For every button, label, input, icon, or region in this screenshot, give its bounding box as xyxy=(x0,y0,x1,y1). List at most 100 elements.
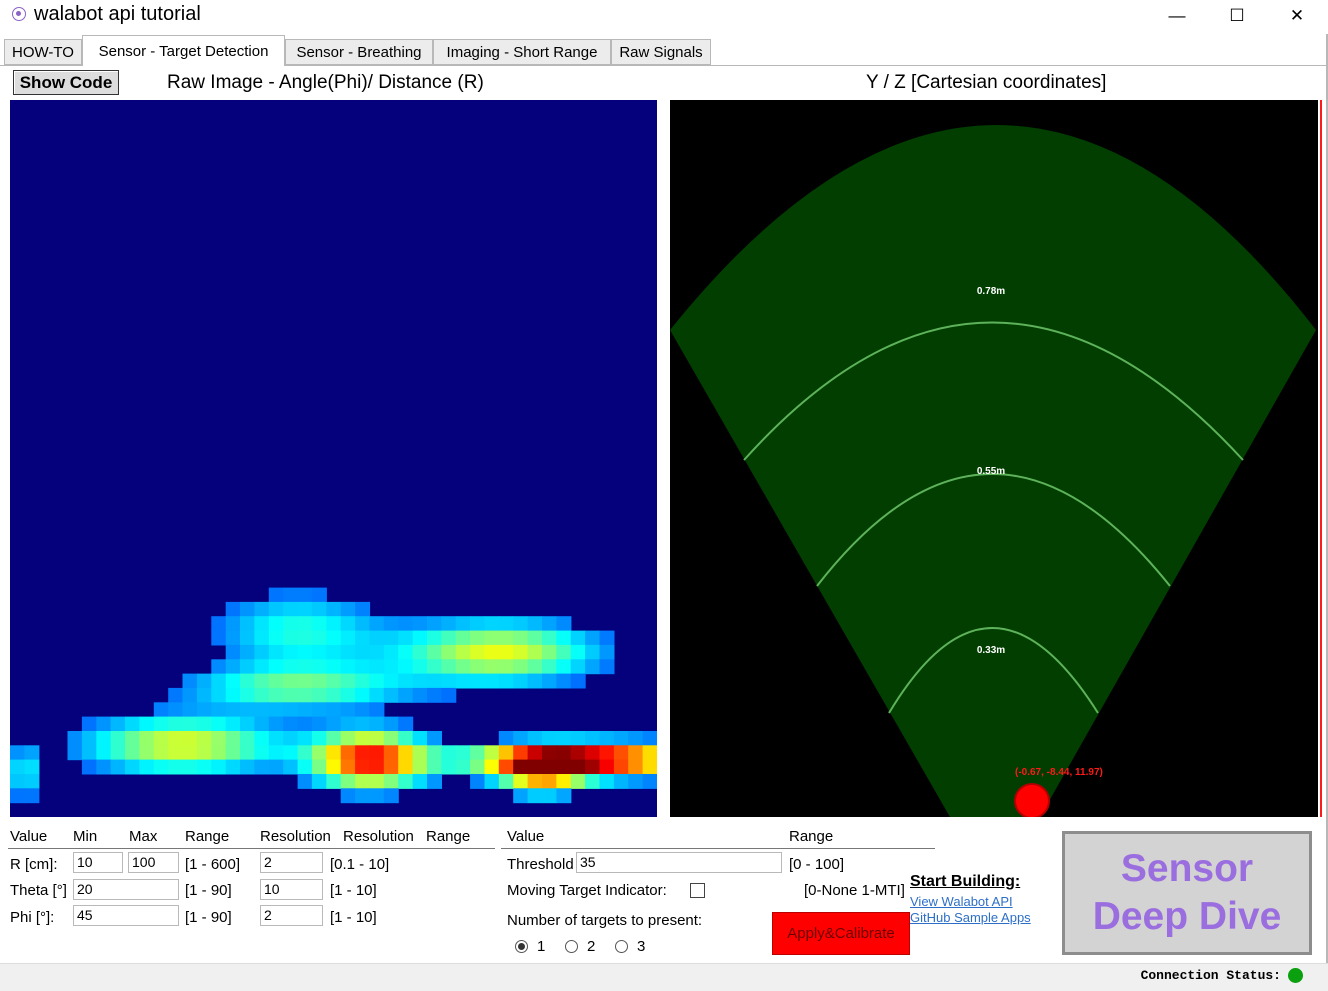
mti-checkbox[interactable] xyxy=(690,883,705,898)
tab-sensor-breathing[interactable]: Sensor - Breathing xyxy=(285,39,433,65)
heatmap-cell xyxy=(542,644,557,660)
heatmap-cell xyxy=(10,774,25,789)
heatmap-cell xyxy=(427,630,442,646)
heatmap-cell xyxy=(326,716,342,732)
arena-header-range: Range xyxy=(185,828,230,845)
heatmap-cell xyxy=(513,616,529,632)
heatmap-cell xyxy=(369,731,385,746)
heatmap-cell xyxy=(398,673,414,689)
heatmap-cell xyxy=(570,673,586,689)
window-title: walabot api tutorial xyxy=(34,3,201,25)
heatmap-cell xyxy=(369,687,385,703)
heatmap-cell xyxy=(556,745,572,761)
heatmap-cell xyxy=(96,745,112,761)
heatmap-cell xyxy=(297,616,313,632)
show-code-button[interactable]: Show Code xyxy=(13,70,119,95)
tab-sensor-target-detection[interactable]: Sensor - Target Detection xyxy=(82,35,285,66)
targets-radio-1[interactable] xyxy=(515,940,528,953)
maximize-button[interactable]: ☐ xyxy=(1229,6,1245,25)
close-button[interactable]: ✕ xyxy=(1289,6,1305,25)
heatmap-cell xyxy=(369,716,385,732)
settings-divider xyxy=(501,848,935,849)
deep-dive-line2: Deep Dive xyxy=(1092,895,1282,938)
heatmap-cell xyxy=(240,616,255,632)
theta-input[interactable]: 20 xyxy=(73,879,179,900)
phi-input[interactable]: 45 xyxy=(73,905,179,926)
github-sample-apps-link[interactable]: GitHub Sample Apps xyxy=(910,910,1031,925)
heatmap-cell xyxy=(326,774,342,789)
theta-resolution-input[interactable]: 10 xyxy=(260,879,323,900)
heatmap-cell xyxy=(542,731,557,746)
heatmap-cell xyxy=(628,745,644,761)
heatmap-cell xyxy=(470,759,486,775)
heatmap-cell xyxy=(326,702,342,718)
threshold-input[interactable]: 35 xyxy=(576,852,782,873)
heatmap-cell xyxy=(613,774,629,789)
threshold-range: [0 - 100] xyxy=(789,856,845,873)
heatmap-cell xyxy=(340,644,356,660)
heatmap-cell xyxy=(556,759,572,775)
minimize-button[interactable]: — xyxy=(1168,6,1186,25)
heatmap-cell xyxy=(311,687,327,703)
heatmap-cell xyxy=(599,644,615,660)
heatmap-cell xyxy=(599,659,615,675)
tab-how-to[interactable]: HOW-TO xyxy=(4,39,82,65)
heatmap-cell xyxy=(268,616,284,632)
targets-radio-2[interactable] xyxy=(565,940,578,953)
heatmap-cell xyxy=(427,745,442,761)
heatmap-cell xyxy=(455,759,471,775)
heatmap-cell xyxy=(254,716,270,732)
phi-resolution-input[interactable]: 2 xyxy=(260,905,323,926)
heatmap-cell xyxy=(81,731,97,746)
range-arc-inner xyxy=(888,627,1099,714)
heatmap-cell xyxy=(542,759,557,775)
heatmap-cell xyxy=(355,702,371,718)
heatmap-cell xyxy=(355,716,371,732)
heatmap-cell xyxy=(268,587,284,603)
tab-raw-signals[interactable]: Raw Signals xyxy=(611,39,711,65)
heatmap-cell xyxy=(642,731,657,746)
heatmap-cell xyxy=(542,788,557,804)
heatmap-cell xyxy=(153,731,169,746)
view-walabot-api-link[interactable]: View Walabot API xyxy=(910,894,1013,909)
heatmap-cell xyxy=(470,659,486,675)
heatmap-cell xyxy=(153,702,169,718)
r-resolution-input[interactable]: 2 xyxy=(260,852,323,873)
heatmap-cell xyxy=(240,687,255,703)
heatmap-cell xyxy=(311,716,327,732)
mti-label: Moving Target Indicator: xyxy=(507,882,667,899)
r-max-input[interactable]: 100 xyxy=(128,852,179,873)
tab-imaging-short-range[interactable]: Imaging - Short Range xyxy=(433,39,611,65)
heatmap-cell xyxy=(628,759,644,775)
apply-calibrate-button[interactable]: Apply&Calibrate xyxy=(772,912,910,955)
sensor-deep-dive-button[interactable]: Sensor Deep Dive xyxy=(1062,831,1312,955)
targets-radio-3[interactable] xyxy=(615,940,628,953)
heatmap-cell xyxy=(125,716,140,732)
heatmap-cell xyxy=(527,759,543,775)
heatmap-cell xyxy=(369,774,385,789)
raw-image-title: Raw Image - Angle(Phi)/ Distance (R) xyxy=(167,72,484,93)
heatmap-cell xyxy=(211,745,227,761)
heatmap-cell xyxy=(412,774,428,789)
heatmap-cell xyxy=(139,731,155,746)
heatmap-cell xyxy=(340,716,356,732)
heatmap-cell xyxy=(570,659,586,675)
heatmap-cell xyxy=(556,644,572,660)
heatmap-cell xyxy=(498,630,514,646)
heatmap-cell xyxy=(340,702,356,718)
heatmap-cell xyxy=(240,702,255,718)
heatmap-cell xyxy=(268,759,284,775)
heatmap-cell xyxy=(398,774,414,789)
heatmap-cell xyxy=(498,759,514,775)
r-min-input[interactable]: 10 xyxy=(73,852,123,873)
heatmap-cell xyxy=(268,644,284,660)
heatmap-cell xyxy=(297,687,313,703)
heatmap-cell xyxy=(613,759,629,775)
heatmap-cell xyxy=(585,774,601,789)
heatmap-cell xyxy=(355,731,371,746)
heatmap-cell xyxy=(355,644,371,660)
cartesian-canvas: 0.78m 0.55m 0.33m (-0.67, -8.44, 11.97) xyxy=(670,125,1316,817)
heatmap-cell xyxy=(484,644,500,660)
heatmap-cell xyxy=(441,659,457,675)
connection-status-indicator xyxy=(1288,968,1303,983)
